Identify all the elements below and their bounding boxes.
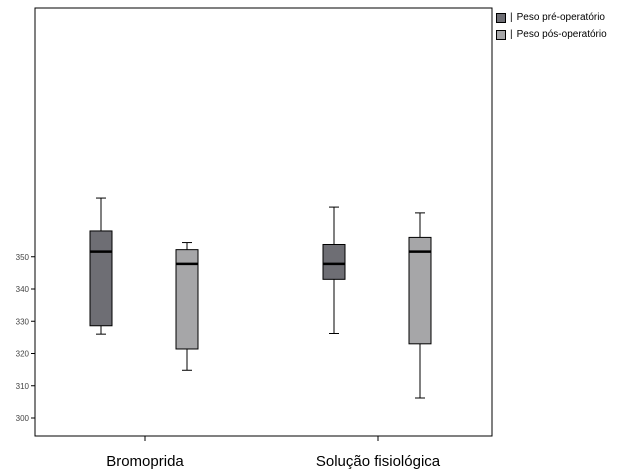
box-post-1: [408, 212, 432, 399]
box-body: [408, 236, 432, 345]
y-tick-label: 320: [16, 350, 30, 359]
legend: | Peso pré-operatório | Peso pós-operató…: [496, 9, 607, 43]
y-tick-label: 310: [16, 382, 30, 391]
legend-label-post: Peso pós-operatório: [516, 29, 607, 40]
legend-swatch-post: [496, 29, 506, 40]
box-body: [175, 249, 199, 350]
legend-item-pre: | Peso pré-operatório: [496, 9, 607, 26]
box-series: [89, 197, 432, 399]
y-tick-label: 300: [16, 414, 30, 423]
legend-bar-post: |: [510, 29, 513, 40]
x-axis: Bromoprida Solução fisiológica: [106, 436, 441, 470]
box-body: [89, 230, 113, 327]
box-pre-1: [322, 206, 346, 335]
box-post-0: [175, 242, 199, 371]
legend-label-pre: Peso pré-operatório: [516, 12, 605, 23]
y-tick-label: 330: [16, 317, 30, 326]
y-tick-label: 340: [16, 285, 30, 294]
y-tick-label: 350: [16, 253, 30, 262]
box-body: [322, 243, 346, 280]
legend-item-post: | Peso pós-operatório: [496, 26, 607, 43]
legend-bar-pre: |: [510, 12, 513, 23]
plot-area-frame: [34, 7, 493, 437]
box-pre-0: [89, 197, 113, 335]
x-tick-label: Solução fisiológica: [316, 453, 441, 470]
legend-swatch-pre: [496, 12, 506, 23]
x-tick-label: Bromoprida: [106, 453, 184, 470]
y-axis: 300 310 320 330 340 350: [16, 253, 35, 423]
